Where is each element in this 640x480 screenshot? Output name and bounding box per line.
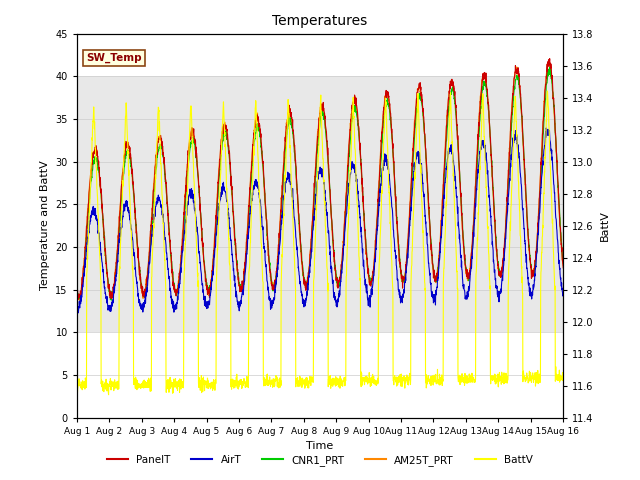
X-axis label: Time: Time (307, 441, 333, 451)
Y-axis label: Temperature and BattV: Temperature and BattV (40, 161, 50, 290)
Title: Temperatures: Temperatures (273, 14, 367, 28)
Bar (77, 76, 563, 332)
Text: SW_Temp: SW_Temp (86, 53, 142, 63)
Y-axis label: BattV: BattV (600, 210, 609, 241)
Legend: PanelT, AirT, CNR1_PRT, AM25T_PRT, BattV: PanelT, AirT, CNR1_PRT, AM25T_PRT, BattV (103, 451, 537, 470)
